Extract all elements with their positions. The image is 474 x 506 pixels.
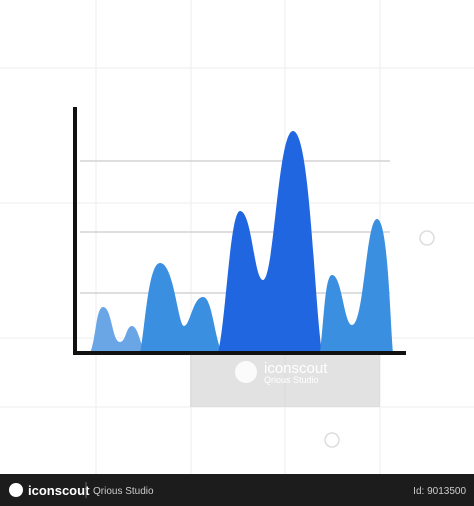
footer-id: Id: 9013500 [413, 486, 466, 497]
axes [73, 107, 406, 355]
footer-bar [0, 474, 474, 506]
area-medium [140, 263, 222, 353]
footer-author: Qrious Studio [93, 486, 154, 497]
area-large [218, 131, 322, 353]
watermark-icon [324, 432, 340, 448]
area-right [320, 219, 393, 353]
watermark-logo [235, 361, 257, 383]
watermark-brand: iconscout [264, 360, 328, 377]
footer-brand: iconscout [28, 483, 90, 498]
footer-logo [9, 483, 23, 497]
area-small [90, 307, 146, 353]
watermark-box [190, 355, 380, 407]
watermark-icon [419, 230, 435, 246]
watermark-author: Qrious Studio [264, 375, 319, 385]
